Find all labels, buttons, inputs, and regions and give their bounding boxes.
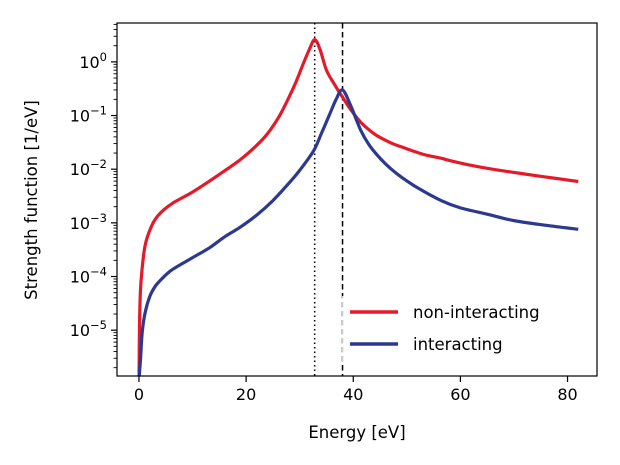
y-tick-label: 10−2 [70, 157, 107, 179]
x-tick-label: 0 [134, 385, 144, 404]
y-tick-label: 10−3 [70, 211, 107, 233]
x-axis-ticks: 0 20 40 60 80 [134, 376, 578, 404]
series-line-interacting [137, 88, 579, 376]
plot-frame [116, 22, 598, 377]
legend-background [342, 296, 588, 362]
x-tick-label: 20 [236, 385, 256, 404]
x-tick-label: 60 [450, 385, 470, 404]
x-tick-label: 40 [343, 385, 363, 404]
vertical-reference-lines [313, 23, 344, 376]
y-tick-label: 10−5 [70, 318, 107, 340]
y-axis-label: Strength function [1/eV] [22, 100, 41, 300]
y-tick-label: 10−1 [70, 104, 107, 126]
series-line-non-interacting [137, 38, 579, 376]
y-axis-ticks: 10−5 10−4 10−3 10−2 10−1 100 [70, 23, 117, 369]
series-layer [137, 38, 579, 376]
legend: non-interacting interacting [350, 303, 540, 354]
x-axis-label: Energy [eV] [308, 423, 405, 442]
x-tick-label: 80 [557, 385, 577, 404]
y-tick-label: 10−4 [70, 265, 107, 287]
y-tick-label: 100 [79, 50, 107, 72]
legend-label-interacting: interacting [413, 335, 503, 354]
legend-label-non-interacting: non-interacting [413, 303, 540, 322]
